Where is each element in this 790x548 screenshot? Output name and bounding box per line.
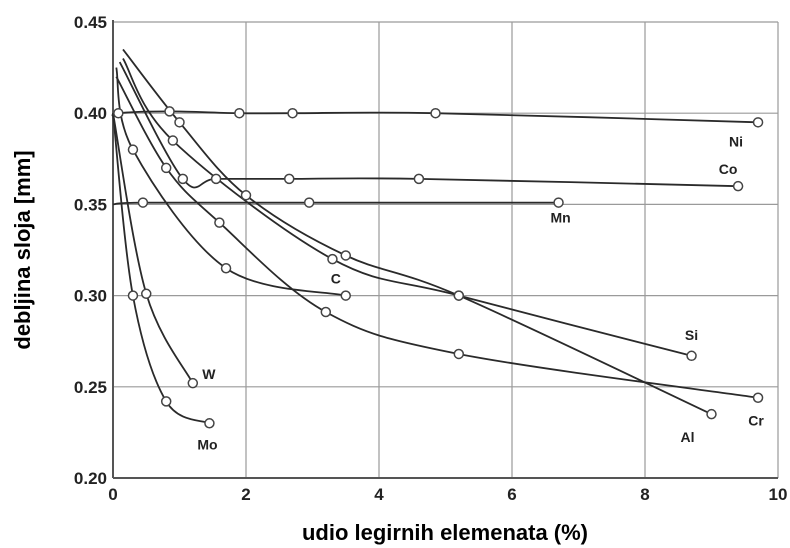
data-point-ni <box>234 107 245 119</box>
data-point-mn <box>137 197 149 208</box>
x-tick-label: 8 <box>640 485 649 504</box>
axes <box>112 20 778 479</box>
data-point-ni <box>752 117 764 128</box>
y-tick-label: 0.45 <box>74 13 107 32</box>
data-point-c <box>340 290 351 301</box>
data-point-ni <box>113 107 124 119</box>
data-point-mn <box>303 197 315 208</box>
grid <box>112 21 779 479</box>
y-tick-label: 0.35 <box>74 195 107 214</box>
data-point-w <box>187 377 199 389</box>
data-point-ni <box>287 107 298 119</box>
y-axis-title: debljina sloja [mm] <box>10 150 35 349</box>
data-point-co <box>283 173 295 185</box>
data-point-al <box>706 408 717 420</box>
y-tick-label: 0.25 <box>74 378 107 397</box>
series-label-si: Si <box>685 327 698 343</box>
y-tick-label: 0.30 <box>74 287 107 306</box>
x-tick-label: 4 <box>374 485 384 504</box>
data-point-al <box>240 190 252 201</box>
x-axis-title: udio legirnih elemenata (%) <box>302 520 588 545</box>
data-point-mo <box>204 418 215 429</box>
data-point-cr <box>214 217 225 228</box>
data-point-c <box>127 144 139 155</box>
series-label-c: C <box>331 271 341 287</box>
data-point-cr <box>160 162 172 174</box>
data-point-w <box>141 288 152 300</box>
data-point-cr <box>453 348 465 360</box>
data-point-si <box>327 253 338 265</box>
data-point-co <box>210 173 222 185</box>
data-point-co <box>177 173 189 185</box>
series-labels: Ni Co Mn Si Al C Cr W Mo <box>197 133 764 452</box>
series-line-si <box>122 58 692 357</box>
series-label-al: Al <box>681 429 695 445</box>
y-tick-label: 0.20 <box>74 469 107 488</box>
series-line-cr <box>115 76 759 399</box>
data-point-al <box>340 250 351 261</box>
data-point-cr <box>320 306 332 318</box>
series-label-ni: Ni <box>729 133 743 149</box>
x-tick-label: 6 <box>507 485 516 504</box>
tick-labels: 0 2 4 6 8 10 0.45 0.40 0.35 0.30 0.25 0.20 <box>74 13 788 504</box>
data-point-c <box>220 262 232 274</box>
data-point-co <box>732 180 744 192</box>
data-markers <box>113 106 764 429</box>
data-point-ni <box>164 106 175 117</box>
series-label-mo: Mo <box>197 436 217 452</box>
x-tick-label: 0 <box>108 485 117 504</box>
data-point-al <box>453 290 465 301</box>
series-label-mn: Mn <box>550 210 570 226</box>
data-point-co <box>413 173 425 185</box>
series-label-cr: Cr <box>748 413 764 429</box>
data-point-si <box>686 350 697 362</box>
data-point-al <box>174 117 185 128</box>
series-line-w <box>112 113 194 384</box>
series-line-ni <box>111 110 759 124</box>
data-point-cr <box>752 392 764 403</box>
series-line-mo <box>112 113 210 425</box>
series-label-co: Co <box>719 161 738 177</box>
data-point-ni <box>430 107 441 119</box>
x-tick-label: 2 <box>241 485 250 504</box>
series-line-mn <box>112 201 559 206</box>
series-label-w: W <box>202 366 216 382</box>
data-point-mo <box>127 290 139 301</box>
y-tick-label: 0.40 <box>74 104 107 123</box>
data-point-si <box>167 135 179 146</box>
data-point-mo <box>160 396 172 407</box>
series-line-al <box>122 48 712 416</box>
x-tick-label: 10 <box>769 485 788 504</box>
data-point-mn <box>553 197 564 208</box>
